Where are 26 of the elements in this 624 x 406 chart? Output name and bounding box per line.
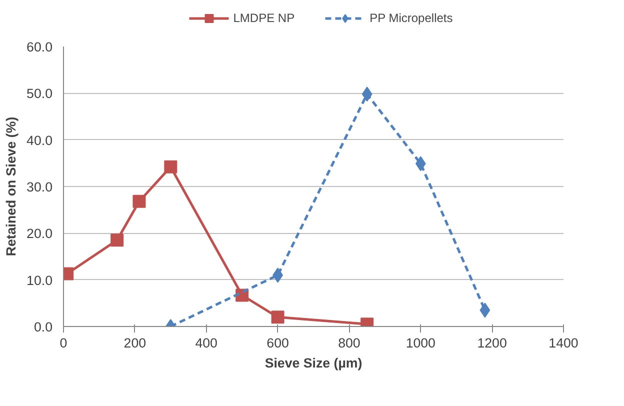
- y-tick-label: 30.0: [26, 180, 53, 194]
- point: [362, 86, 372, 102]
- y-tick-label: 0.0: [34, 320, 53, 334]
- point: [132, 194, 146, 208]
- point: [415, 156, 426, 172]
- x-tick-label: 0: [60, 336, 68, 350]
- x-tick-label: 800: [338, 336, 360, 350]
- x-tick-label: 600: [266, 336, 289, 350]
- point: [110, 234, 124, 247]
- y-tick-label: 20.0: [26, 226, 53, 242]
- y-tick-label: 40.0: [26, 132, 53, 148]
- point: [480, 302, 490, 318]
- x-tick-label: 1000: [406, 336, 436, 350]
- x-tick-label: 1200: [477, 336, 507, 350]
- x-tick-label: 200: [124, 336, 146, 350]
- y-tick-label: 60.0: [26, 40, 53, 54]
- y-tick-label: 50.0: [26, 86, 53, 102]
- x-tick-label: 400: [195, 336, 218, 350]
- legend-label: PP Micropellets: [370, 11, 453, 25]
- point: [164, 160, 178, 174]
- y-axis-title: Retained on Sieve (%): [4, 116, 19, 256]
- y-tick-label: 10.0: [26, 272, 53, 288]
- legend-label: LMDPE NP: [233, 11, 295, 25]
- x-axis-title: Sieve Size (µm): [264, 356, 362, 370]
- point: [271, 310, 284, 324]
- x-tick-label: 1400: [548, 336, 578, 350]
